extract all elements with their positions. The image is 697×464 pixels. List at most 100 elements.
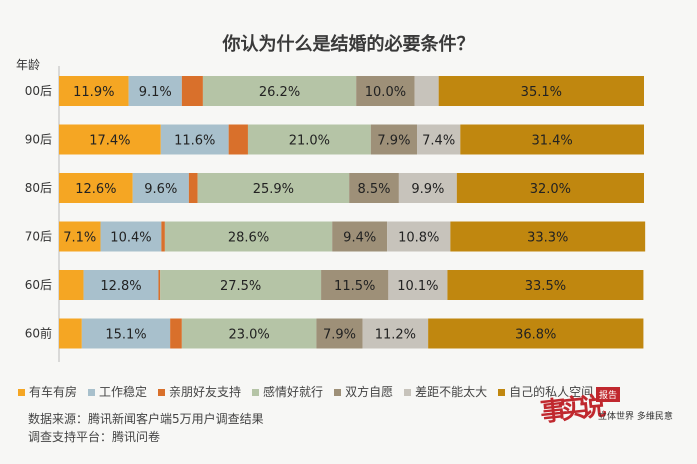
bar-segment: [228, 124, 248, 155]
legend-swatch: [252, 389, 260, 396]
logo-tag: 报告: [596, 387, 621, 402]
bar-segment: [370, 124, 418, 155]
bar-segment: [398, 173, 457, 203]
legend-swatch: [88, 389, 96, 396]
bar-segment: [59, 318, 82, 349]
legend-label: 双方自愿: [345, 385, 394, 399]
data-label: 10.1%: [397, 279, 438, 294]
bar-segment: [387, 221, 451, 252]
survey-platform-note: 调查支持平台：腾讯问卷: [28, 430, 161, 444]
legend-swatch: [404, 389, 412, 396]
bar-segment: [170, 318, 182, 349]
data-label: 23.0%: [228, 328, 269, 343]
legend-item: 有车有房: [18, 383, 77, 400]
chart-legend: 有车有房 工作稳定 亲朋好友支持 感情好就行 双方自愿 差距不能太大 自己的私人空间: [18, 383, 697, 400]
bar-segment: [81, 318, 171, 349]
data-label: 36.8%: [515, 328, 556, 343]
data-label: 9.4%: [343, 231, 376, 246]
data-label: 12.6%: [75, 182, 116, 197]
data-label: 9.9%: [411, 182, 444, 197]
bar-segment: [356, 76, 415, 106]
bar-segment: [59, 124, 161, 155]
bar-segment: [128, 76, 182, 106]
bar-segment: [247, 124, 371, 155]
bar-segment: [83, 270, 159, 300]
legend-swatch: [18, 389, 25, 396]
bar-segment: [160, 270, 322, 300]
bar-segment: [160, 124, 229, 155]
bar-segment: [388, 270, 448, 300]
chart-title: 你认为什么是结婚的必要条件？: [222, 34, 475, 55]
bar-segment: [188, 173, 198, 203]
bar-segment: [161, 221, 165, 252]
data-label: 35.1%: [521, 85, 562, 100]
logo-slogan: 立体世界 多维民意: [598, 412, 673, 422]
data-label: 7.4%: [422, 134, 455, 149]
bar-segment: [181, 76, 203, 106]
bar-segment: [438, 76, 644, 106]
legend-label: 自己的私人空间: [509, 385, 594, 399]
data-label: 33.3%: [527, 231, 568, 246]
bar-segment: [158, 270, 161, 300]
legend-label: 亲朋好友支持: [169, 385, 242, 399]
legend-item: 差距不能太大: [404, 383, 487, 400]
data-label: 10.8%: [398, 231, 439, 246]
bar-segment: [59, 221, 101, 252]
data-label: 25.9%: [253, 182, 294, 197]
stacked-bar-chart: 00后11.9%9.1%3.6%26.2%10.0%4.1%35.1%90后17…: [25, 66, 646, 362]
data-label: 15.1%: [105, 328, 146, 343]
bar-segment: [181, 318, 317, 349]
data-label: 7.1%: [63, 231, 96, 246]
data-label: 27.5%: [220, 279, 261, 294]
bar-segment: [197, 173, 350, 203]
data-label: 32.0%: [530, 182, 571, 197]
data-label: 9.1%: [139, 85, 172, 100]
bar-segment: [59, 173, 133, 203]
category-label: 70后: [25, 230, 52, 244]
data-label: 10.4%: [110, 231, 151, 246]
y-axis-label: 年龄: [16, 58, 41, 72]
legend-item: 工作稳定: [88, 383, 147, 400]
bar-segment: [59, 270, 84, 300]
bar-segment: [450, 221, 646, 252]
data-label: 11.5%: [334, 279, 375, 294]
bar-segment: [417, 124, 461, 155]
publisher-logo: 事实说 报告 立体世界 多维民意: [538, 385, 690, 445]
category-label: 80后: [25, 181, 52, 195]
bar-segment: [316, 318, 363, 349]
bar-segment: [321, 270, 389, 300]
bar-segment: [456, 173, 644, 203]
data-label: 7.9%: [377, 134, 410, 149]
bar-segment: [202, 76, 357, 106]
data-label: 21.0%: [289, 134, 330, 149]
data-label: 12.8%: [100, 279, 141, 294]
data-label: 28.6%: [228, 231, 269, 246]
legend-label: 差距不能太大: [415, 385, 488, 399]
legend-item: 双方自愿: [334, 383, 393, 400]
data-label: 17.4%: [89, 134, 130, 149]
data-label: 9.6%: [144, 182, 177, 197]
bar-segment: [460, 124, 644, 155]
bar-segment: [164, 221, 333, 252]
data-label: 33.5%: [525, 279, 566, 294]
bar-segment: [132, 173, 189, 203]
data-label: 10.0%: [365, 85, 406, 100]
legend-swatch: [158, 389, 166, 396]
category-label: 00后: [25, 84, 52, 98]
legend-item: 感情好就行: [252, 383, 323, 400]
legend-label: 感情好就行: [263, 385, 324, 399]
bar-segment: [447, 270, 644, 300]
bar-segment: [414, 76, 439, 106]
legend-item: 自己的私人空间: [498, 383, 593, 400]
data-source-note: 数据来源：腾讯新闻客户端5万用户调查结果: [28, 412, 264, 426]
data-label: 7.9%: [323, 328, 356, 343]
data-label: 26.2%: [259, 85, 300, 100]
bar-segment: [332, 221, 388, 252]
data-label: 11.9%: [73, 85, 114, 100]
legend-item: 亲朋好友支持: [158, 383, 241, 400]
category-label: 60后: [25, 278, 52, 292]
bar-segment: [59, 76, 129, 106]
category-label: 90后: [25, 133, 52, 147]
data-label: 11.2%: [375, 328, 416, 343]
logo-mark: 事实说: [538, 391, 602, 429]
